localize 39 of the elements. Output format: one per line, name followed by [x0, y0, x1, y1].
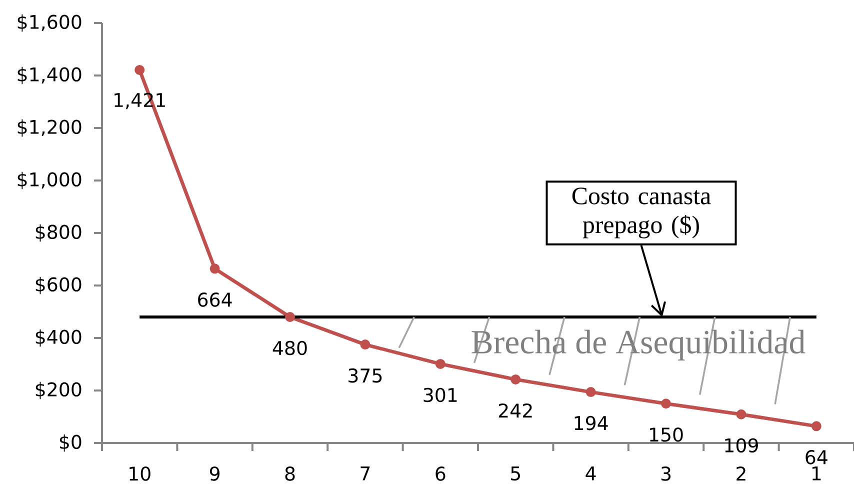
point [285, 312, 296, 322]
data-label: 480 [272, 340, 307, 356]
y-tick-label: $1,600 [18, 14, 82, 32]
x-tick-label: 4 [586, 466, 596, 480]
point [661, 398, 672, 409]
data-label: 664 [198, 292, 232, 307]
y-tick-label: $200 [36, 382, 82, 400]
point [586, 387, 596, 398]
x-tick-label: 9 [210, 466, 220, 481]
y-tick-label: $1,400 [18, 66, 82, 84]
x-tick-label: 7 [360, 466, 370, 480]
point [210, 264, 220, 274]
point [736, 409, 746, 420]
y-tick-label: $400 [36, 329, 82, 347]
point [435, 358, 446, 369]
point [510, 374, 521, 384]
data-label: 109 [725, 438, 758, 453]
ref-line-label: Costo canasta prepago ($) [572, 188, 711, 238]
y-tick-label: $1,200 [18, 119, 82, 137]
x-tick-label: 8 [285, 466, 295, 481]
point [134, 64, 145, 75]
y-tick-label: $1,000 [18, 172, 82, 190]
y-tick-label: $800 [36, 224, 82, 242]
x-tick-label: 3 [661, 466, 671, 481]
data-label: 194 [574, 416, 608, 430]
y-tick-label: $600 [36, 276, 82, 294]
data-label: 375 [348, 368, 382, 383]
point [811, 421, 822, 432]
x-tick-label: 6 [436, 466, 446, 481]
x-tick-label: 10 [130, 466, 150, 481]
data-label: 64 [806, 450, 828, 464]
data-label: 242 [498, 403, 532, 418]
data-label: 301 [424, 388, 457, 402]
data-label: 150 [650, 427, 683, 442]
x-tick-label: 1 [812, 466, 821, 480]
y-tick-label: $0 [60, 434, 82, 452]
point [360, 340, 370, 350]
x-tick-label: 5 [511, 466, 520, 481]
x-tick-label: 2 [736, 466, 746, 481]
